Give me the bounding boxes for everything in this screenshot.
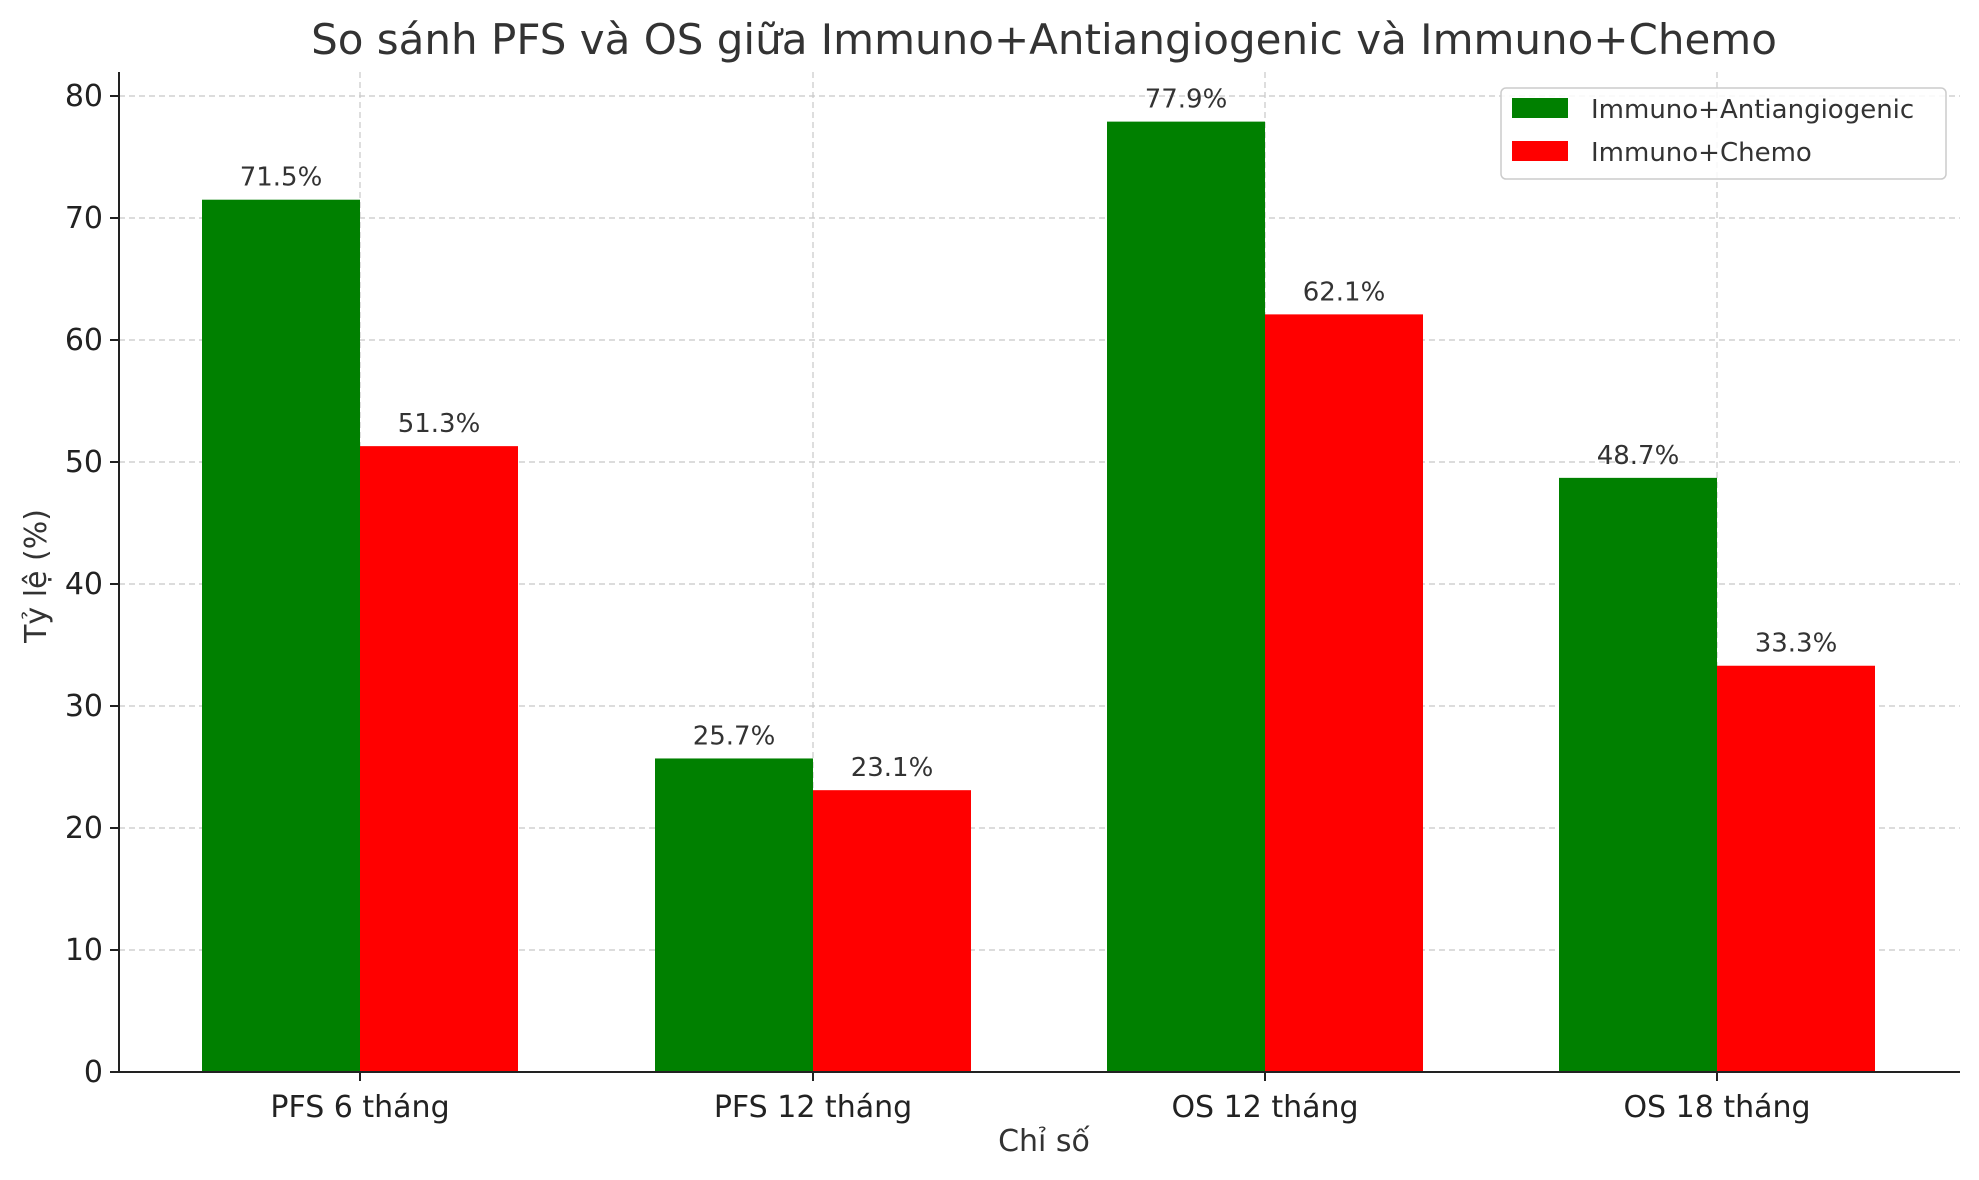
legend: Immuno+Antiangiogenic Immuno+Chemo <box>1500 87 1947 180</box>
x-tick-label: OS 12 tháng <box>1171 1090 1358 1125</box>
bar-value-label: 62.1% <box>1303 277 1386 307</box>
y-tick-label: 40 <box>65 567 103 602</box>
axes-layer: 0 10 20 30 40 50 60 70 80 PFS 6 tháng PFS 12 tháng… <box>65 72 1960 1125</box>
bar-immuno-antiangiogenic <box>1107 121 1265 1073</box>
y-tick-label: 50 <box>65 445 103 480</box>
x-tick-label: PFS 12 tháng <box>714 1090 912 1125</box>
bar-value-label: 77.9% <box>1145 85 1228 115</box>
bar-immuno-chemo <box>1265 314 1423 1072</box>
legend-label: Immuno+Chemo <box>1591 138 1812 168</box>
bar-value-label: 51.3% <box>398 409 481 439</box>
legend-label: Immuno+Antiangiogenic <box>1591 95 1914 125</box>
y-tick-label: 80 <box>65 79 103 114</box>
y-tick-label: 0 <box>84 1055 103 1090</box>
bar-value-label: 33.3% <box>1755 629 1838 659</box>
bar-value-label: 48.7% <box>1597 441 1680 471</box>
legend-swatch <box>1512 98 1568 118</box>
bar-value-label: 71.5% <box>240 163 323 193</box>
y-tick-label: 70 <box>65 201 103 236</box>
chart-title: So sánh PFS và OS giữa Immuno+Antiangiog… <box>311 15 1777 64</box>
y-tick-label: 20 <box>65 811 103 846</box>
x-tick-label: PFS 6 tháng <box>270 1090 449 1125</box>
bar-immuno-chemo <box>360 446 518 1072</box>
bar-immuno-chemo <box>813 790 971 1072</box>
x-axis-title: Chỉ số <box>998 1124 1090 1159</box>
legend-swatch <box>1512 141 1568 161</box>
bar-immuno-antiangiogenic <box>655 758 813 1072</box>
bar-value-label: 25.7% <box>693 721 776 751</box>
bars-layer <box>202 121 1875 1073</box>
bar-value-label: 23.1% <box>851 753 934 783</box>
bar-immuno-antiangiogenic <box>202 199 360 1072</box>
bar-immuno-antiangiogenic <box>1559 477 1717 1072</box>
y-tick-label: 30 <box>65 689 103 724</box>
data-labels-layer: 71.5% 25.7% 77.9% 48.7% 51.3% 23.1% 62.1% 33.3% <box>240 85 1838 784</box>
y-tick-label: 10 <box>65 933 103 968</box>
y-tick-label: 60 <box>65 323 103 358</box>
legend-box <box>1500 87 1947 180</box>
y-axis-title: Tỷ lệ (%) <box>19 509 54 644</box>
bar-immuno-chemo <box>1717 665 1875 1072</box>
x-tick-label: OS 18 tháng <box>1623 1090 1810 1125</box>
